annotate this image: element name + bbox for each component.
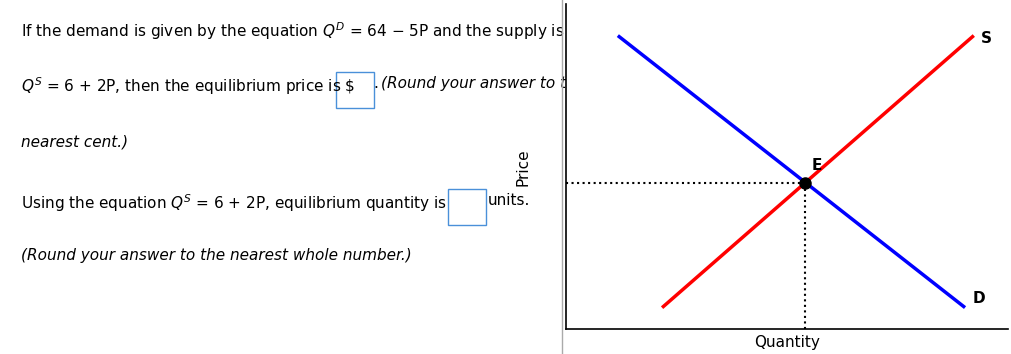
Text: $Q^S$ = 6 + 2P, then the equilibrium price is $\$$: $Q^S$ = 6 + 2P, then the equilibrium pri… xyxy=(21,76,355,97)
Text: S: S xyxy=(981,31,992,46)
Text: (Round your answer to the nearest whole number.): (Round your answer to the nearest whole … xyxy=(21,248,411,263)
Text: If the demand is given by the equation $Q^D$ = 64 $-$ 5P and the supply is given: If the demand is given by the equation $… xyxy=(21,21,635,42)
Text: units.: units. xyxy=(487,193,530,208)
Text: nearest cent.): nearest cent.) xyxy=(21,134,128,149)
Text: .: . xyxy=(374,76,383,91)
Y-axis label: Price: Price xyxy=(516,148,531,185)
FancyBboxPatch shape xyxy=(448,189,486,225)
Text: (Round your answer to the: (Round your answer to the xyxy=(381,76,584,91)
Text: E: E xyxy=(811,158,822,172)
X-axis label: Quantity: Quantity xyxy=(753,335,819,350)
FancyBboxPatch shape xyxy=(336,73,374,108)
Text: D: D xyxy=(972,291,984,306)
Text: Using the equation $Q^S$ = 6 + 2P, equilibrium quantity is: Using the equation $Q^S$ = 6 + 2P, equil… xyxy=(21,193,447,215)
